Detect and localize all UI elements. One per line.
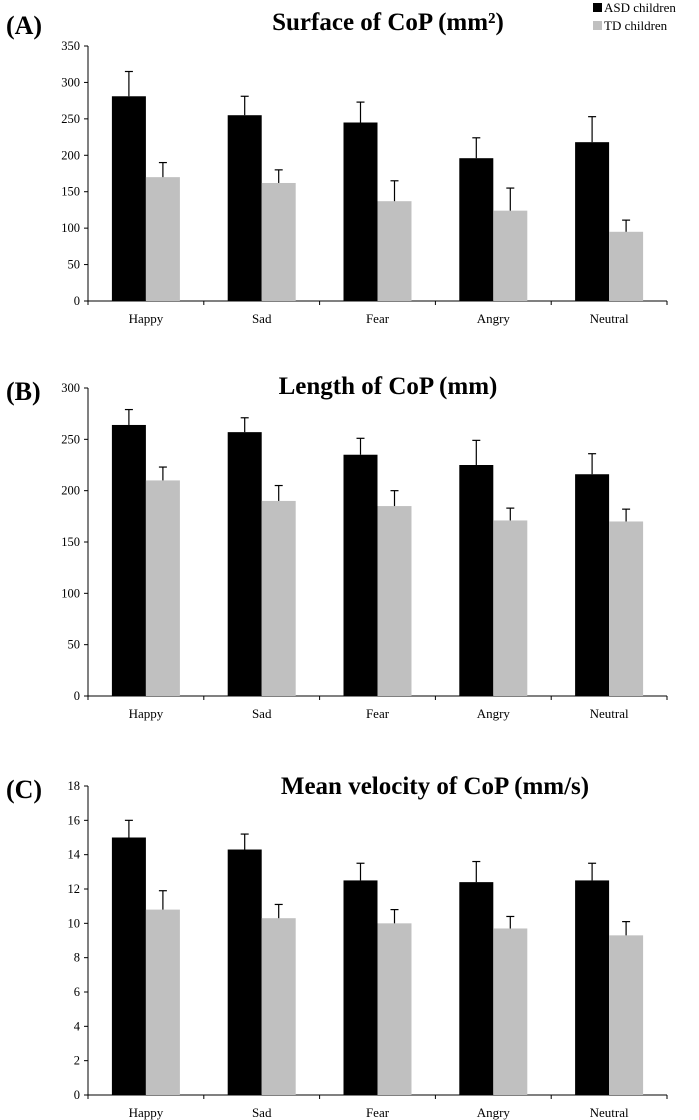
legend-label-0: ASD children bbox=[604, 0, 676, 15]
bar bbox=[459, 882, 494, 1095]
y-tick-label: 300 bbox=[61, 381, 80, 395]
y-tick-label: 50 bbox=[68, 638, 81, 652]
bar bbox=[111, 424, 146, 696]
bar bbox=[145, 909, 180, 1095]
x-tick-label: Angry bbox=[477, 311, 511, 326]
x-tick-label: Fear bbox=[366, 706, 390, 721]
panel-letter: (B) bbox=[6, 377, 41, 406]
x-tick-label: Neutral bbox=[590, 1105, 629, 1120]
bar bbox=[609, 521, 644, 696]
x-tick-label: Sad bbox=[252, 706, 272, 721]
y-tick-label: 250 bbox=[61, 432, 80, 446]
y-tick-label: 200 bbox=[61, 484, 80, 498]
y-tick-label: 6 bbox=[74, 985, 80, 999]
legend-swatch-1 bbox=[593, 21, 602, 30]
bar bbox=[575, 474, 610, 696]
x-tick-label: Sad bbox=[252, 1105, 272, 1120]
y-tick-label: 0 bbox=[74, 689, 80, 703]
chart-title: Length of CoP (mm) bbox=[279, 373, 498, 400]
bar bbox=[609, 231, 644, 301]
y-tick-label: 300 bbox=[61, 75, 80, 89]
bar bbox=[377, 506, 412, 696]
x-tick-label: Happy bbox=[129, 706, 164, 721]
y-tick-label: 250 bbox=[61, 112, 80, 126]
bar bbox=[111, 837, 146, 1095]
bar bbox=[493, 520, 528, 696]
y-tick-label: 14 bbox=[68, 848, 81, 862]
y-tick-label: 0 bbox=[74, 1088, 80, 1102]
y-tick-label: 4 bbox=[74, 1019, 81, 1033]
y-tick-label: 100 bbox=[61, 221, 80, 235]
panel-letter: (C) bbox=[6, 775, 42, 804]
y-tick-label: 10 bbox=[68, 916, 81, 930]
bar bbox=[575, 880, 610, 1095]
bar bbox=[459, 465, 494, 696]
y-tick-label: 0 bbox=[74, 294, 80, 308]
bar bbox=[493, 928, 528, 1095]
bar bbox=[111, 96, 146, 302]
bar bbox=[145, 480, 180, 696]
bar bbox=[343, 122, 378, 301]
panel-letter: (A) bbox=[6, 11, 42, 40]
bar bbox=[377, 923, 412, 1095]
y-tick-label: 50 bbox=[68, 258, 81, 272]
bar bbox=[575, 142, 610, 301]
bar bbox=[609, 935, 644, 1095]
y-tick-label: 100 bbox=[61, 586, 80, 600]
panel-a: (A) Surface of CoP (mm²) 0 50 100 150 200 250 30… bbox=[6, 9, 668, 326]
legend-label-1: TD children bbox=[604, 18, 668, 33]
y-tick-label: 12 bbox=[68, 882, 81, 896]
y-tick-label: 8 bbox=[74, 951, 80, 965]
x-tick-label: Angry bbox=[477, 706, 511, 721]
x-tick-label: Happy bbox=[129, 1105, 164, 1120]
y-tick-label: 2 bbox=[74, 1054, 80, 1068]
panel-c: (C) Mean velocity of CoP (mm/s) 0 2 4 6 8 10 12 1… bbox=[6, 773, 668, 1120]
y-tick-label: 200 bbox=[61, 148, 80, 162]
bar bbox=[343, 454, 378, 696]
bar bbox=[227, 115, 262, 301]
y-tick-label: 150 bbox=[61, 535, 80, 549]
y-tick-label: 150 bbox=[61, 185, 80, 199]
chart-title: Surface of CoP (mm²) bbox=[272, 9, 504, 36]
panel-b: (B) Length of CoP (mm) 0 50 100 150 200 250 300 H… bbox=[6, 373, 668, 721]
x-tick-label: Sad bbox=[252, 311, 272, 326]
legend: ASD children TD children bbox=[593, 0, 676, 33]
x-tick-label: Angry bbox=[477, 1105, 511, 1120]
x-tick-label: Neutral bbox=[590, 311, 629, 326]
x-tick-label: Neutral bbox=[590, 706, 629, 721]
x-tick-label: Fear bbox=[366, 311, 390, 326]
x-tick-label: Fear bbox=[366, 1105, 390, 1120]
bar bbox=[261, 500, 296, 696]
bar bbox=[377, 201, 412, 301]
bar bbox=[261, 918, 296, 1095]
bar bbox=[343, 880, 378, 1095]
bar bbox=[227, 849, 262, 1095]
bar bbox=[261, 182, 296, 301]
bar bbox=[459, 158, 494, 301]
chart-title: Mean velocity of CoP (mm/s) bbox=[281, 773, 589, 800]
x-tick-label: Happy bbox=[129, 311, 164, 326]
bar bbox=[493, 210, 528, 301]
y-tick-label: 16 bbox=[68, 813, 81, 827]
legend-swatch-0 bbox=[593, 3, 602, 12]
y-tick-label: 18 bbox=[68, 779, 81, 793]
y-tick-label: 350 bbox=[61, 39, 80, 53]
bar bbox=[145, 177, 180, 301]
bar bbox=[227, 432, 262, 696]
